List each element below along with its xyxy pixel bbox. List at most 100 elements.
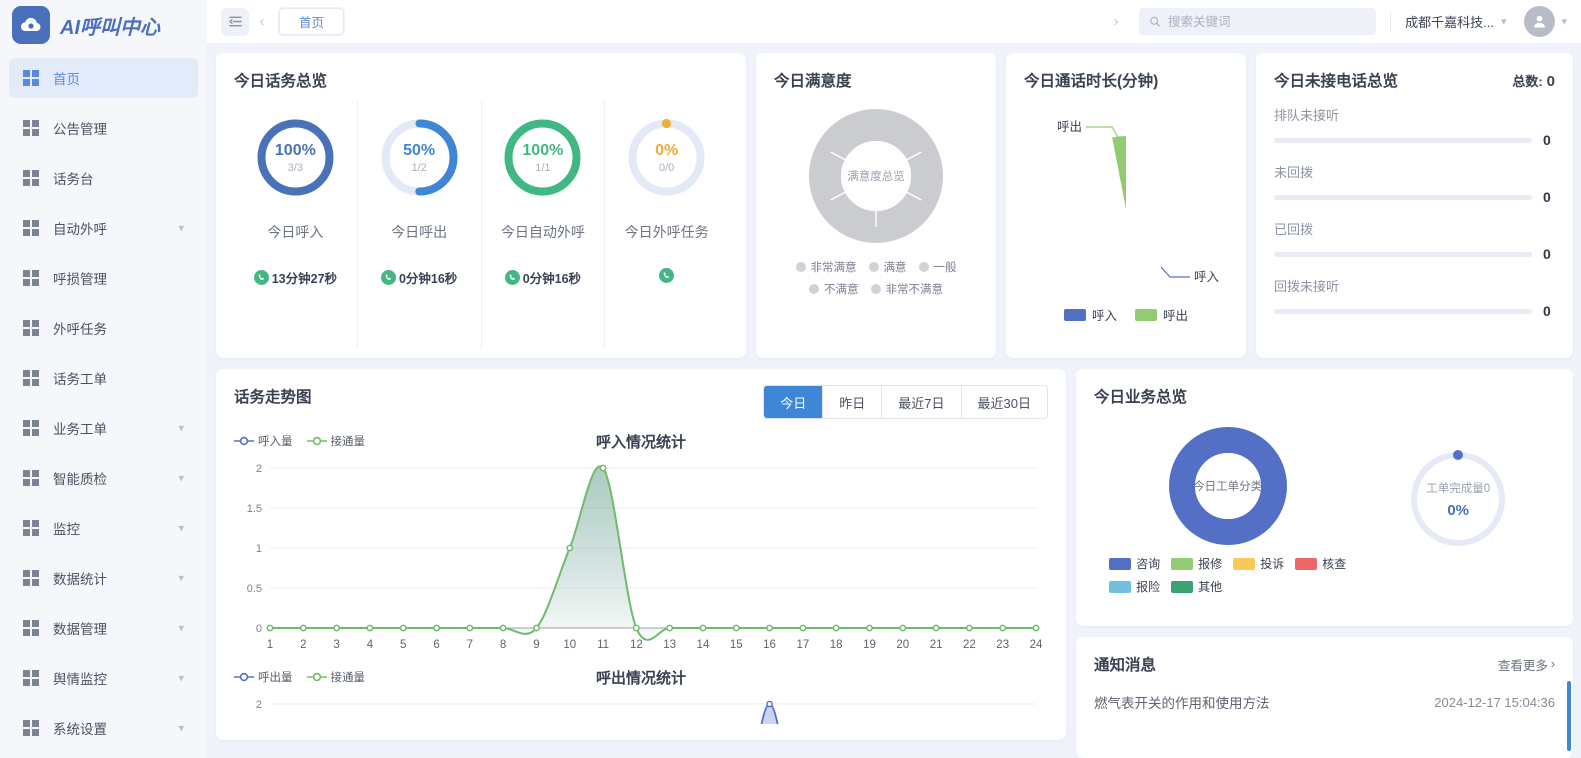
- sidebar-item-6[interactable]: 话务工单: [9, 358, 198, 398]
- traffic-name: 今日呼入: [267, 224, 324, 240]
- traffic-col-2: 100% 1/1 今日自动外呼 0分钟16秒: [482, 101, 606, 349]
- legend-item[interactable]: 呼入: [1063, 305, 1117, 324]
- range-button-3[interactable]: 最近30日: [961, 386, 1047, 418]
- sidebar-item-11[interactable]: 数据管理 ▾: [9, 608, 198, 648]
- legend-item[interactable]: 满意: [868, 259, 907, 275]
- sidebar-item-12[interactable]: 舆情监控 ▾: [9, 658, 198, 698]
- legend-dot-icon: [809, 284, 819, 294]
- sidebar-item-label: 数据统计: [53, 572, 107, 587]
- legend-item[interactable]: 一般: [918, 259, 957, 275]
- legend-item[interactable]: 投诉: [1233, 555, 1284, 572]
- brand[interactable]: AI呼叫中心: [0, 0, 207, 50]
- legend-label: 报险: [1136, 580, 1161, 594]
- sidebar-item-1[interactable]: 公告管理: [9, 108, 198, 148]
- scrollbar-thumb[interactable]: [1567, 681, 1571, 751]
- svg-text:8: 8: [500, 639, 506, 651]
- svg-text:6: 6: [433, 639, 439, 651]
- chevron-left-icon[interactable]: ‹: [259, 13, 265, 30]
- sidebar-item-3[interactable]: 自动外呼 ▾: [9, 208, 198, 248]
- legend-item[interactable]: 呼出: [1135, 305, 1188, 324]
- page-title: 今日话务总览: [234, 73, 328, 90]
- sidebar-item-2[interactable]: 话务台: [9, 158, 198, 198]
- missed-item: 回拨未接听 0: [1274, 276, 1555, 319]
- legend-item[interactable]: 非常满意: [795, 259, 857, 275]
- grid-icon: [23, 670, 39, 686]
- view-more-link[interactable]: 查看更多 ›: [1498, 655, 1555, 674]
- sidebar-item-0[interactable]: 首页: [9, 58, 198, 98]
- missed-header: 今日未接电话总览 总数: 0: [1274, 69, 1555, 91]
- chevron-down-icon[interactable]: ▾: [178, 622, 184, 635]
- traffic-col-3: 0% 0/0 今日外呼任务: [605, 101, 728, 349]
- chevron-right-icon[interactable]: ›: [1113, 13, 1119, 30]
- legend-item[interactable]: 其他: [1171, 578, 1222, 595]
- chart-legend-item[interactable]: 接通量: [306, 669, 365, 685]
- chart-legend-item[interactable]: 接通量: [306, 433, 365, 449]
- notification-row[interactable]: 燃气表开关的作用和使用方法 2024-12-17 15:04:36: [1094, 692, 1555, 712]
- tab-home[interactable]: 首页: [279, 8, 345, 35]
- legend-item[interactable]: 报险: [1109, 578, 1160, 595]
- legend-item[interactable]: 报修: [1171, 555, 1222, 572]
- card-missed-calls: 今日未接电话总览 总数: 0 排队未接听 0 未回拨 0 已回拨 0 回拨未接听 0: [1256, 53, 1573, 358]
- svg-text:3: 3: [333, 639, 339, 651]
- legend-item[interactable]: 非常不满意: [870, 281, 943, 297]
- legend-swatch-icon: [1063, 308, 1086, 321]
- sidebar-item-label: 外呼任务: [53, 322, 107, 337]
- phone-icon: [659, 268, 675, 283]
- chart-legend-item[interactable]: 呼入量: [234, 433, 293, 449]
- satisfaction-legend: 非常满意 满意 一般 不满意 非常不满意: [774, 259, 978, 303]
- range-button-1[interactable]: 昨日: [823, 386, 883, 418]
- satisfaction-chart: 满意度总览 非常满意 满意 一般 不满意 非常不满意: [774, 109, 978, 303]
- collapse-menu-icon[interactable]: [221, 7, 249, 36]
- user-menu[interactable]: ▾: [1524, 6, 1567, 37]
- legend-item[interactable]: 咨询: [1109, 555, 1160, 572]
- phone-icon: [253, 270, 269, 285]
- sidebar-item-9[interactable]: 监控 ▾: [9, 508, 198, 548]
- chart2-title: 呼出情况统计: [595, 670, 686, 687]
- missed-item: 已回拨 0: [1274, 219, 1555, 262]
- sidebar-item-13[interactable]: 系统设置 ▾: [9, 708, 198, 748]
- sidebar-item-8[interactable]: 智能质检 ▾: [9, 458, 198, 498]
- sidebar-item-label: 呼损管理: [53, 272, 107, 287]
- chevron-down-icon[interactable]: ▾: [178, 522, 184, 535]
- view-more-label: 查看更多: [1497, 658, 1548, 673]
- chart1-legend: 呼入量 接通量: [234, 433, 1048, 449]
- gauge-label: 工单完成量0: [1426, 482, 1491, 495]
- range-button-2[interactable]: 最近7日: [882, 386, 962, 418]
- svg-text:14: 14: [697, 639, 710, 651]
- traffic-columns: 100% 3/3 今日呼入 13分钟27秒 50% 1/2 今日呼出 0分钟16秒 100% 1/…: [234, 101, 728, 349]
- chevron-down-icon[interactable]: ▾: [178, 572, 184, 585]
- org-selector[interactable]: 成都千嘉科技... ▾: [1405, 12, 1506, 31]
- legend-dot-icon: [868, 262, 879, 272]
- chevron-down-icon[interactable]: ▾: [178, 422, 184, 435]
- gauge-ratio: 0/0: [658, 161, 675, 174]
- svg-text:17: 17: [796, 639, 809, 651]
- chevron-down-icon[interactable]: ▾: [178, 722, 184, 735]
- legend-label: 投诉: [1260, 557, 1285, 571]
- chevron-down-icon[interactable]: ▾: [178, 472, 184, 485]
- legend-dot-icon: [870, 284, 881, 294]
- user-avatar-icon: [1534, 15, 1546, 28]
- legend-item[interactable]: 核查: [1295, 555, 1346, 572]
- business-gauge: [1411, 450, 1506, 546]
- svg-text:2: 2: [300, 639, 306, 651]
- satisfaction-title: 今日满意度: [774, 73, 852, 90]
- search-input[interactable]: [1167, 14, 1367, 29]
- chevron-down-icon[interactable]: ▾: [178, 672, 184, 685]
- sidebar-item-5[interactable]: 外呼任务: [9, 308, 198, 348]
- duration-text: 0分钟16秒: [522, 272, 582, 286]
- chart-legend-item[interactable]: 呼出量: [234, 669, 293, 685]
- sidebar-item-7[interactable]: 业务工单 ▾: [9, 408, 198, 448]
- sidebar-item-10[interactable]: 数据统计 ▾: [9, 558, 198, 598]
- grid-icon: [23, 170, 39, 186]
- chevron-down-icon[interactable]: ▾: [178, 222, 184, 235]
- legend-line-icon: [234, 672, 254, 682]
- range-button-0[interactable]: 今日: [764, 386, 824, 418]
- gauge-percent: 50%: [403, 141, 436, 159]
- search-box[interactable]: [1139, 8, 1377, 35]
- gauge-ratio: 1/1: [535, 161, 551, 174]
- legend-line-icon: [306, 436, 327, 446]
- missed-label: 回拨未接听: [1274, 279, 1340, 294]
- sidebar-item-4[interactable]: 呼损管理: [9, 258, 198, 298]
- svg-text:1: 1: [267, 639, 273, 651]
- legend-item[interactable]: 不满意: [809, 281, 859, 297]
